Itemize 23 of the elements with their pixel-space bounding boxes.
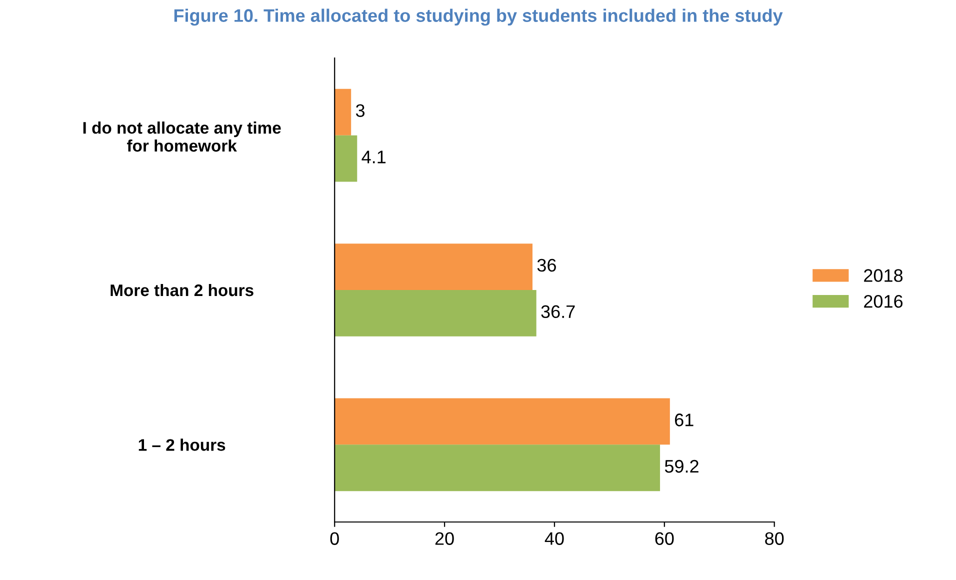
data-label: 36 bbox=[537, 258, 556, 272]
legend-label: 2016 bbox=[864, 294, 903, 308]
bar bbox=[334, 88, 352, 136]
y-tick-label: I do not allocate any time for homework bbox=[83, 122, 281, 152]
bar bbox=[334, 244, 532, 290]
chart-title: Figure 10. Time allocated to studying by students included in the study bbox=[174, 8, 783, 26]
data-label: 36.7 bbox=[541, 305, 575, 318]
x-tick-label: 40 bbox=[544, 532, 564, 545]
data-label: 59.2 bbox=[664, 460, 698, 473]
y-tick-label: More than 2 hours bbox=[110, 284, 254, 296]
bar bbox=[334, 444, 660, 492]
data-label: 4.1 bbox=[362, 150, 386, 164]
legend-label: 2018 bbox=[864, 269, 903, 282]
x-tick-label: 20 bbox=[435, 532, 454, 545]
x-tick-label: 0 bbox=[330, 532, 339, 545]
x-tick-label: 80 bbox=[765, 532, 784, 545]
y-tick-label: 1 – 2 hours bbox=[138, 438, 226, 451]
data-label: 3 bbox=[356, 104, 365, 117]
bar bbox=[334, 290, 536, 336]
bar bbox=[334, 135, 358, 182]
bar bbox=[334, 398, 670, 445]
x-tick-label: 60 bbox=[655, 532, 674, 545]
data-label: 61 bbox=[675, 414, 694, 426]
